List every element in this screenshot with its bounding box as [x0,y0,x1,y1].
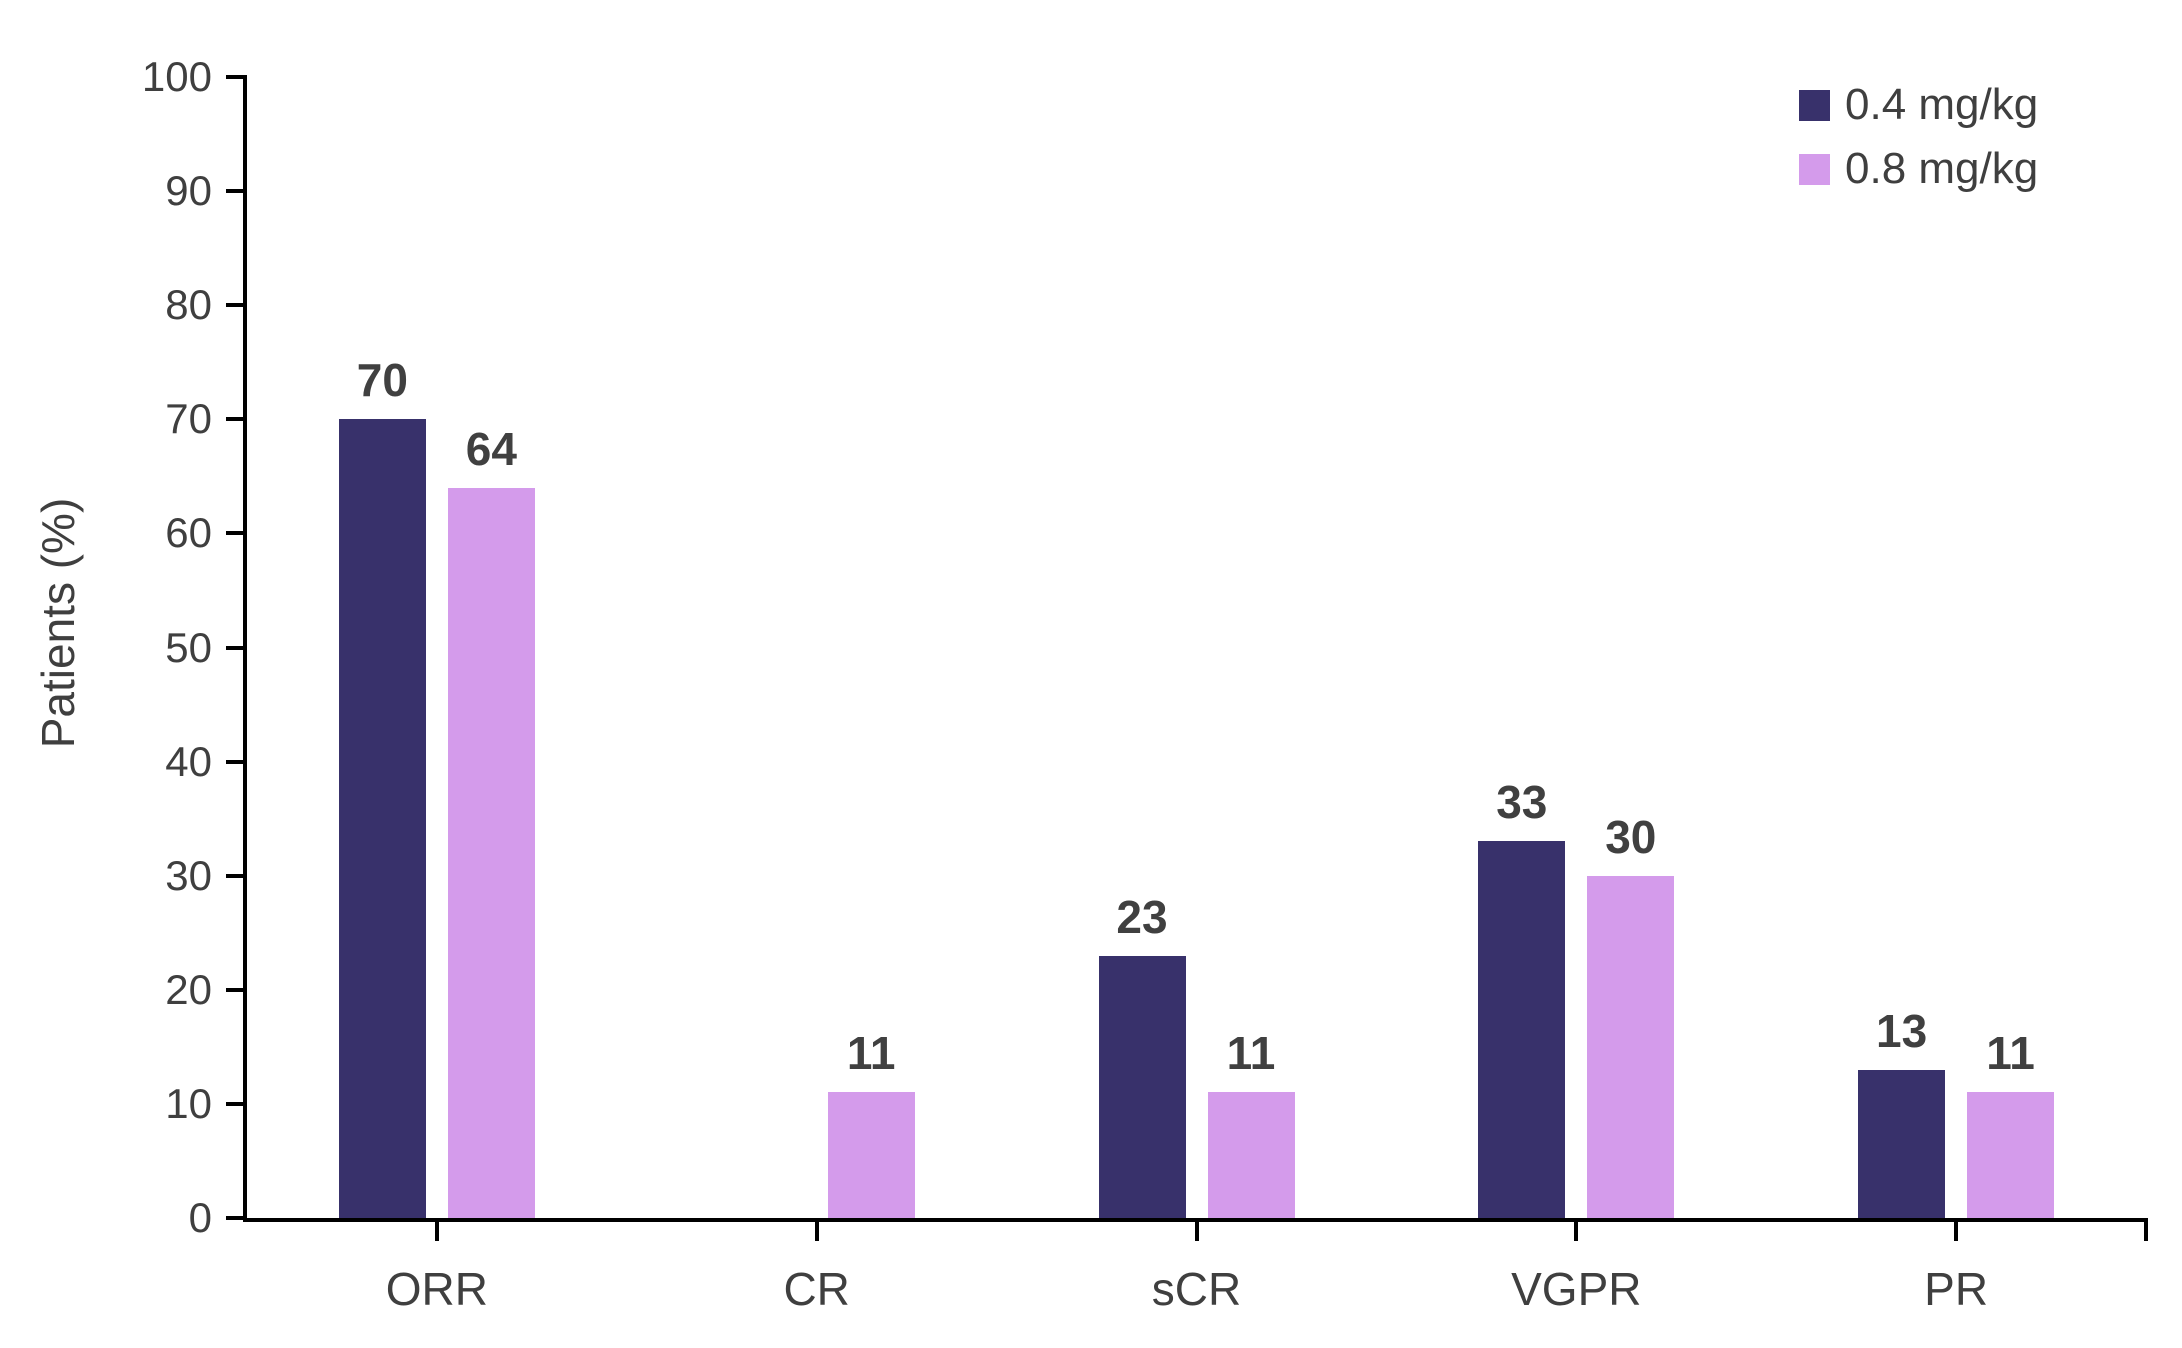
y-tick [226,75,243,79]
legend: 0.4 mg/kg 0.8 mg/kg [1799,80,2038,194]
x-tick [1194,1222,1199,1241]
y-tick [226,531,243,536]
legend-label: 0.4 mg/kg [1845,80,2039,129]
legend-label: 0.8 mg/kg [1845,144,2039,193]
y-tick-label: 0 [188,1194,212,1241]
bar-value-label: 11 [1986,1027,2035,1080]
y-tick-label: 10 [165,1079,212,1127]
legend-item: 0.4 mg/kg [1799,80,2038,130]
y-tick [226,645,243,650]
bar-value-label: 70 [356,354,408,407]
legend-swatch [1799,153,1830,185]
x-tick [434,1222,439,1241]
y-tick [226,303,243,308]
bar-value-label: 64 [465,422,517,475]
y-tick-label: 30 [165,851,212,899]
y-tick-label: 60 [165,509,212,557]
y-tick-label: 20 [165,965,212,1013]
bar-value-label: 11 [846,1027,896,1080]
bar-value-label: 30 [1605,810,1657,863]
y-tick-label: 70 [165,395,212,443]
y-axis-line [243,75,247,1222]
category-label: VGPR [1511,1263,1642,1315]
y-tick [226,759,243,764]
y-tick [226,987,243,992]
bar [1587,875,1675,1218]
y-tick-label: 80 [165,281,212,329]
legend-swatch [1799,89,1830,121]
category-label: ORR [385,1263,488,1315]
y-tick [226,1216,243,1220]
bar [338,419,426,1218]
bar [1098,955,1186,1218]
y-tick [226,873,243,878]
y-tick-label: 100 [141,53,212,100]
y-tick [226,417,243,422]
bar-value-label: 33 [1496,776,1548,829]
category-label: PR [1924,1263,1989,1315]
bar [1858,1069,1946,1218]
legend-item: 0.8 mg/kg [1799,144,2038,194]
y-tick [226,189,243,194]
bar-value-label: 13 [1876,1004,1928,1057]
x-tick [1954,1222,1959,1241]
x-axis-line [243,1218,2148,1222]
bar [1478,841,1566,1218]
x-tick [1574,1222,1579,1241]
bar [1207,1092,1295,1218]
bar [1967,1092,2055,1218]
x-axis-end-tick [2144,1222,2148,1241]
y-tick-label: 90 [165,167,212,215]
bar-value-label: 11 [1226,1027,1276,1080]
category-label: CR [783,1263,850,1315]
y-tick-label: 50 [165,623,212,671]
y-tick-label: 40 [165,737,212,785]
bar-value-label: 23 [1116,890,1168,943]
category-label: sCR [1151,1263,1242,1315]
bar [827,1092,915,1218]
bar [447,487,535,1218]
y-tick [226,1101,243,1106]
x-tick [814,1222,819,1241]
